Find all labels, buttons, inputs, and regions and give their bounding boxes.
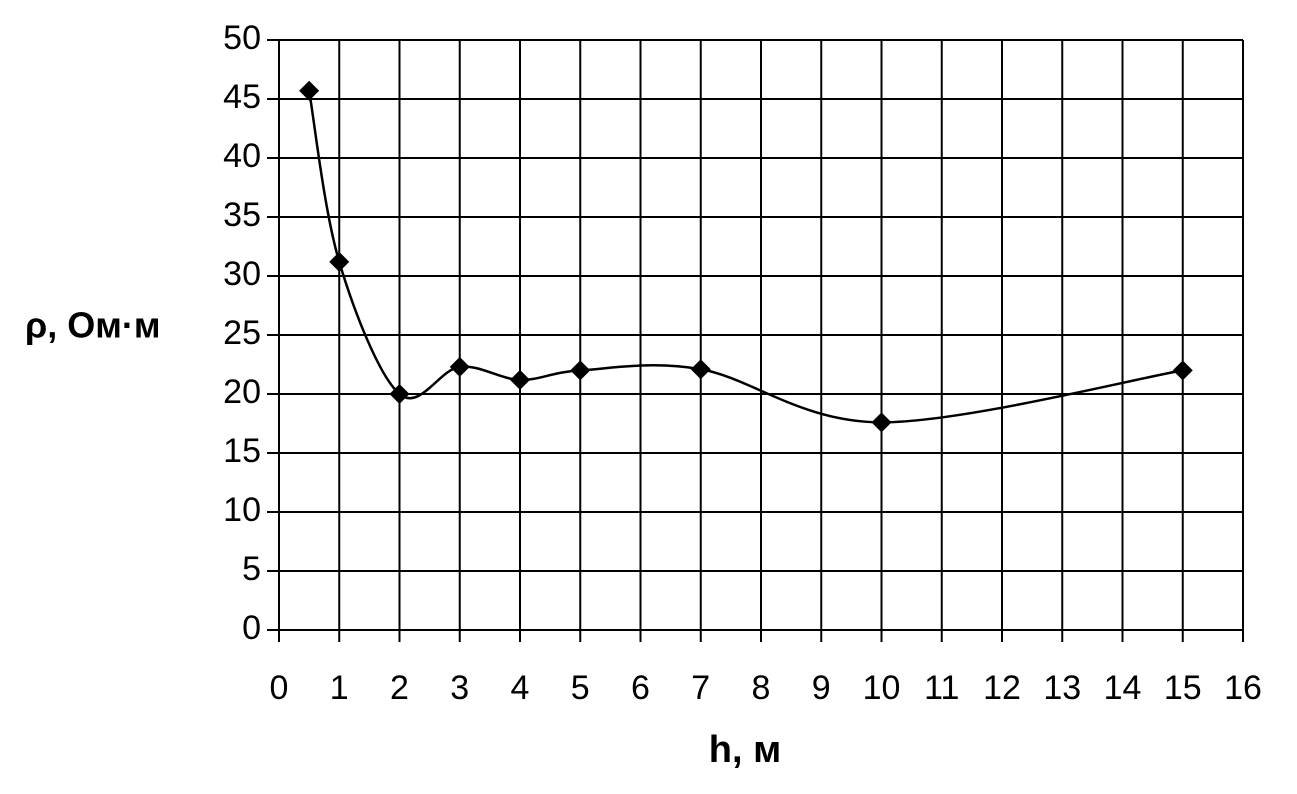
- data-point: [871, 412, 892, 433]
- x-tick-label: 11: [924, 669, 959, 707]
- data-point: [329, 251, 350, 272]
- y-tick-label: 20: [223, 373, 261, 411]
- data-point: [449, 356, 470, 377]
- y-tick-label: 15: [223, 432, 261, 470]
- x-tick-label: 1: [330, 669, 349, 707]
- data-point: [1172, 360, 1193, 381]
- x-tick-label: 13: [1043, 669, 1081, 707]
- y-tick-label: 10: [223, 491, 261, 529]
- x-tick-label: 16: [1224, 669, 1262, 707]
- y-tick-label: 5: [242, 550, 261, 588]
- data-line: [307, 90, 1183, 424]
- y-tick-label: 35: [223, 196, 261, 234]
- y-tick-label: 30: [223, 255, 261, 293]
- x-tick-label: 9: [812, 669, 831, 707]
- x-tick-label: 3: [450, 669, 469, 707]
- x-tick-label: 10: [863, 669, 901, 707]
- y-tick-label: 50: [223, 19, 261, 57]
- x-tick-label: 2: [390, 669, 409, 707]
- y-tick-label: 25: [223, 314, 261, 352]
- x-tick-label: 7: [691, 669, 710, 707]
- data-point: [690, 359, 711, 380]
- x-tick-label: 0: [270, 669, 289, 707]
- x-axis-label: h, м: [709, 729, 781, 771]
- y-tick-label: 0: [242, 609, 261, 647]
- x-tick-label: 5: [571, 669, 590, 707]
- y-tick-label: 40: [223, 137, 261, 175]
- data-point: [510, 369, 530, 390]
- data-point: [570, 360, 591, 381]
- x-tick-label: 4: [511, 669, 530, 707]
- x-tick-label: 6: [631, 669, 650, 707]
- data-point: [389, 384, 410, 404]
- x-tick-label: 8: [752, 669, 771, 707]
- y-axis-label: ρ, Ом·м: [25, 305, 161, 346]
- x-tick-label: 14: [1104, 669, 1142, 707]
- y-tick-label: 45: [223, 78, 261, 116]
- data-point: [299, 80, 320, 101]
- x-tick-label: 12: [983, 669, 1021, 707]
- x-tick-label: 15: [1164, 669, 1202, 707]
